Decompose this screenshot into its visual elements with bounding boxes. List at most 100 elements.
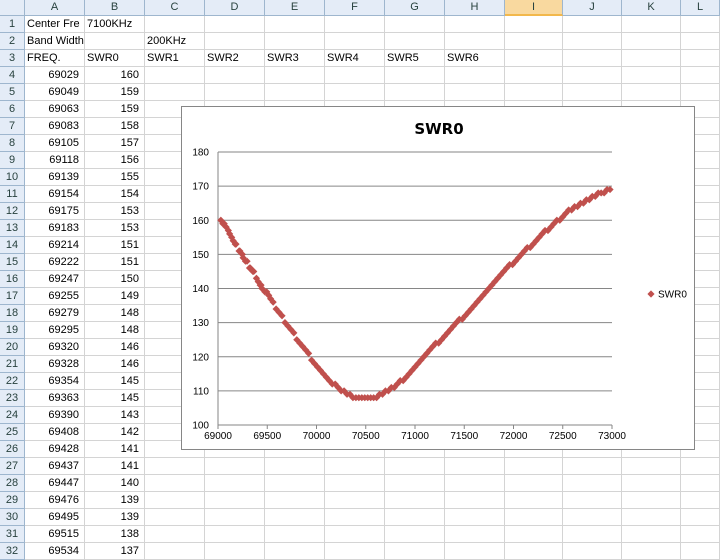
row-header-26[interactable]: 26	[0, 441, 25, 458]
column-header-b[interactable]: B	[85, 0, 145, 16]
row-header-25[interactable]: 25	[0, 424, 25, 441]
cell-a6[interactable]: 69063	[48, 103, 79, 115]
cell-b29[interactable]: 139	[120, 494, 139, 506]
row-header-6[interactable]: 6	[0, 101, 25, 118]
cell-b23[interactable]: 145	[120, 392, 139, 404]
cell-a32[interactable]: 69534	[48, 545, 79, 557]
cell-b25[interactable]: 142	[120, 426, 139, 438]
cell-a25[interactable]: 69408	[48, 426, 79, 438]
cell-b22[interactable]: 145	[120, 375, 139, 387]
row-header-1[interactable]: 1	[0, 16, 25, 33]
column-header-h[interactable]: H	[445, 0, 505, 16]
cell-a1[interactable]: Center Fre	[27, 18, 80, 30]
cell-h3[interactable]: SWR6	[447, 52, 479, 64]
cell-a20[interactable]: 69320	[48, 341, 79, 353]
cell-a30[interactable]: 69495	[48, 511, 79, 523]
cell-b9[interactable]: 156	[120, 154, 139, 166]
row-header-18[interactable]: 18	[0, 305, 25, 322]
cell-a19[interactable]: 69295	[48, 324, 79, 336]
cell-b27[interactable]: 141	[120, 460, 139, 472]
cell-c2[interactable]: 200KHz	[147, 35, 187, 47]
cell-a3[interactable]: FREQ.	[27, 52, 61, 64]
cell-a15[interactable]: 69222	[48, 256, 79, 268]
cell-b16[interactable]: 150	[120, 273, 139, 285]
embedded-chart[interactable]: SWR0 100 110 120 130 140 150 160 170 180 69000 6950…	[181, 106, 695, 450]
row-header-21[interactable]: 21	[0, 356, 25, 373]
cell-b21[interactable]: 146	[120, 358, 139, 370]
cell-b14[interactable]: 151	[120, 239, 139, 251]
cell-a16[interactable]: 69247	[48, 273, 79, 285]
row-header-11[interactable]: 11	[0, 186, 25, 203]
row-header-8[interactable]: 8	[0, 135, 25, 152]
cell-b24[interactable]: 143	[120, 409, 139, 421]
row-header-27[interactable]: 27	[0, 458, 25, 475]
cell-g3[interactable]: SWR5	[387, 52, 419, 64]
cell-a8[interactable]: 69105	[48, 137, 79, 149]
cell-a31[interactable]: 69515	[48, 528, 79, 540]
cell-b31[interactable]: 138	[120, 528, 139, 540]
cell-d3[interactable]: SWR2	[207, 52, 239, 64]
column-header-l[interactable]: L	[681, 0, 720, 16]
cell-a4[interactable]: 69029	[48, 69, 79, 81]
cell-b6[interactable]: 159	[120, 103, 139, 115]
row-header-32[interactable]: 32	[0, 543, 25, 560]
row-header-5[interactable]: 5	[0, 84, 25, 101]
row-header-14[interactable]: 14	[0, 237, 25, 254]
cell-b13[interactable]: 153	[120, 222, 139, 234]
cell-b1[interactable]: 7100KHz	[87, 18, 133, 30]
cell-a22[interactable]: 69354	[48, 375, 79, 387]
cell-a24[interactable]: 69390	[48, 409, 79, 421]
cell-b7[interactable]: 158	[120, 120, 139, 132]
cell-a5[interactable]: 69049	[48, 86, 79, 98]
column-header-f[interactable]: F	[325, 0, 385, 16]
row-header-9[interactable]: 9	[0, 152, 25, 169]
cell-a23[interactable]: 69363	[48, 392, 79, 404]
cell-a18[interactable]: 69279	[48, 307, 79, 319]
row-header-4[interactable]: 4	[0, 67, 25, 84]
row-header-2[interactable]: 2	[0, 33, 25, 50]
cell-b20[interactable]: 146	[120, 341, 139, 353]
row-header-17[interactable]: 17	[0, 288, 25, 305]
column-header-i[interactable]: I	[505, 0, 563, 16]
cell-a26[interactable]: 69428	[48, 443, 79, 455]
cell-a7[interactable]: 69083	[48, 120, 79, 132]
cell-b28[interactable]: 140	[120, 477, 139, 489]
cell-a28[interactable]: 69447	[48, 477, 79, 489]
cell-a17[interactable]: 69255	[48, 290, 79, 302]
row-header-31[interactable]: 31	[0, 526, 25, 543]
cell-f3[interactable]: SWR4	[327, 52, 359, 64]
cell-a12[interactable]: 69175	[48, 205, 79, 217]
row-header-16[interactable]: 16	[0, 271, 25, 288]
row-header-24[interactable]: 24	[0, 407, 25, 424]
cell-a29[interactable]: 69476	[48, 494, 79, 506]
cell-b18[interactable]: 148	[120, 307, 139, 319]
row-header-3[interactable]: 3	[0, 50, 25, 67]
column-header-k[interactable]: K	[622, 0, 681, 16]
cell-a9[interactable]: 69118	[49, 154, 79, 166]
cell-b4[interactable]: 160	[120, 69, 139, 81]
cell-b8[interactable]: 157	[120, 137, 139, 149]
column-header-j[interactable]: J	[563, 0, 622, 16]
column-header-e[interactable]: E	[265, 0, 325, 16]
cell-a13[interactable]: 69183	[48, 222, 79, 234]
row-header-22[interactable]: 22	[0, 373, 25, 390]
cell-a10[interactable]: 69139	[48, 171, 79, 183]
column-header-d[interactable]: D	[205, 0, 265, 16]
cell-b11[interactable]: 154	[120, 188, 139, 200]
row-header-30[interactable]: 30	[0, 509, 25, 526]
column-header-g[interactable]: G	[385, 0, 445, 16]
row-header-28[interactable]: 28	[0, 475, 25, 492]
cell-b3[interactable]: SWR0	[87, 52, 119, 64]
row-header-20[interactable]: 20	[0, 339, 25, 356]
cell-a21[interactable]: 69328	[48, 358, 79, 370]
row-header-13[interactable]: 13	[0, 220, 25, 237]
cell-a27[interactable]: 69437	[48, 460, 79, 472]
cell-a14[interactable]: 69214	[48, 239, 79, 251]
cell-a2[interactable]: Band Width	[27, 35, 84, 47]
cell-b15[interactable]: 151	[120, 256, 139, 268]
row-header-15[interactable]: 15	[0, 254, 25, 271]
column-header-c[interactable]: C	[145, 0, 205, 16]
cell-b12[interactable]: 153	[120, 205, 139, 217]
cell-b30[interactable]: 139	[120, 511, 139, 523]
cell-b10[interactable]: 155	[120, 171, 139, 183]
